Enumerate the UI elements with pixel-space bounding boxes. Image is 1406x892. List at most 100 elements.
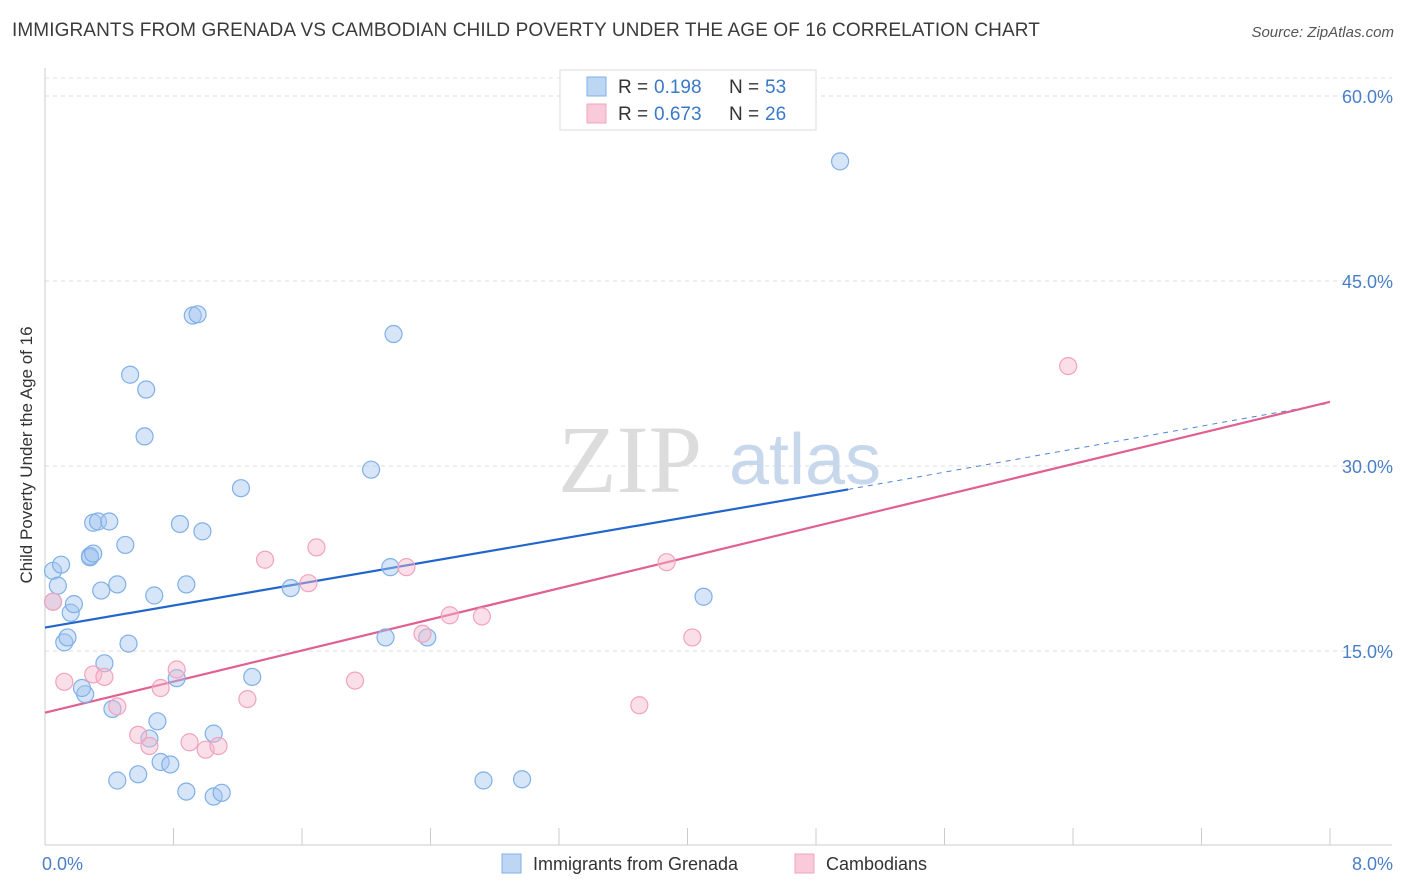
tick-labels: 15.0% 30.0% 45.0% 60.0% 0.0% 8.0% <box>42 87 1393 874</box>
point-grenada <box>64 595 84 614</box>
point-grenada <box>100 512 119 531</box>
point-cambodians <box>1059 357 1078 376</box>
point-grenada <box>281 578 300 598</box>
y-tick-label: 45.0% <box>1342 272 1393 292</box>
point-cambodians <box>43 592 63 611</box>
y-tick-label: 60.0% <box>1342 87 1393 107</box>
series-legend: Immigrants from Grenada Cambodians <box>501 853 927 874</box>
point-cambodians <box>238 689 257 709</box>
stats-r-value-2: 0.673 <box>654 104 702 125</box>
point-grenada <box>84 544 103 563</box>
point-grenada <box>193 522 212 541</box>
point-grenada <box>55 633 74 652</box>
point-grenada <box>58 628 77 647</box>
point-grenada <box>161 755 180 774</box>
y-tick-label: 30.0% <box>1342 457 1393 477</box>
point-grenada <box>148 712 167 731</box>
grid-lines <box>45 77 1392 652</box>
point-cambodians <box>95 667 114 687</box>
watermark-zip: ZIP <box>558 406 702 513</box>
point-grenada <box>135 427 154 446</box>
point-grenada <box>376 628 395 647</box>
point-cambodians <box>108 697 127 716</box>
point-cambodians <box>151 678 170 698</box>
point-grenada <box>384 324 403 344</box>
stats-n-label-2: N = <box>729 104 759 125</box>
point-grenada <box>72 678 92 698</box>
point-grenada <box>830 152 850 171</box>
point-grenada <box>103 699 122 719</box>
point-grenada <box>474 771 493 790</box>
legend-swatch-cambodians <box>794 853 815 874</box>
point-cambodians <box>307 538 326 557</box>
point-grenada <box>140 729 159 748</box>
stats-r-label-1: R = <box>618 77 648 98</box>
point-grenada <box>92 581 111 600</box>
zipatlas-watermark: ZIP atlas <box>558 406 881 513</box>
source-credit: Source: ZipAtlas.com <box>1251 24 1394 41</box>
point-grenada <box>137 380 156 399</box>
y-tick-label: 15.0% <box>1342 642 1393 662</box>
point-cambodians <box>630 696 649 715</box>
stats-swatch-grenada <box>586 76 607 97</box>
point-grenada <box>48 576 67 595</box>
point-cambodians <box>209 736 228 756</box>
point-grenada <box>361 460 381 479</box>
point-cambodians <box>299 574 318 593</box>
point-grenada <box>116 535 135 555</box>
trend-line-grenada <box>44 488 849 629</box>
stats-n-value-1: 53 <box>765 77 786 98</box>
point-grenada <box>108 771 127 790</box>
point-grenada <box>694 587 713 606</box>
point-grenada <box>145 586 164 605</box>
legend-label-cambodians: Cambodians <box>826 854 927 874</box>
point-cambodians <box>345 671 365 690</box>
stats-n-value-2: 26 <box>765 104 786 125</box>
point-cambodians <box>657 553 676 572</box>
point-cambodians <box>255 550 275 569</box>
trend-lines <box>44 400 1331 714</box>
data-points <box>43 152 1078 806</box>
point-grenada <box>95 654 114 673</box>
stats-n-label-1: N = <box>729 77 759 98</box>
trend-line-grenada-extension <box>848 402 1331 490</box>
point-grenada <box>177 782 196 801</box>
watermark-atlas: atlas <box>729 420 881 500</box>
point-cambodians <box>683 628 702 647</box>
point-cambodians <box>440 606 459 625</box>
point-grenada <box>129 765 148 784</box>
point-grenada <box>108 575 127 594</box>
point-cambodians <box>55 672 74 691</box>
axes <box>44 68 1392 846</box>
point-cambodians <box>167 660 186 679</box>
point-cambodians <box>180 733 199 752</box>
x-tick-label: 8.0% <box>1352 854 1393 874</box>
point-grenada <box>170 514 190 534</box>
chart-title: IMMIGRANTS FROM GRENADA VS CAMBODIAN CHI… <box>12 20 1040 41</box>
point-grenada <box>188 305 207 324</box>
point-grenada <box>51 555 71 574</box>
point-cambodians <box>84 665 103 684</box>
point-grenada <box>512 770 532 789</box>
point-grenada <box>381 558 400 577</box>
point-cambodians <box>413 624 432 643</box>
point-grenada <box>119 634 138 653</box>
stats-r-label-2: R = <box>618 104 648 125</box>
stats-r-value-1: 0.198 <box>654 77 702 98</box>
point-cambodians <box>472 607 491 626</box>
point-cambodians <box>140 736 159 756</box>
point-grenada <box>212 783 231 802</box>
legend-swatch-grenada <box>501 853 522 874</box>
stats-legend: R = 0.198 N = 53 R = 0.673 N = 26 <box>559 69 817 131</box>
point-cambodians <box>129 725 148 744</box>
trend-line-cambodians <box>44 400 1331 714</box>
point-grenada <box>231 479 251 498</box>
point-grenada <box>121 365 140 384</box>
x-tick-label: 0.0% <box>42 854 83 874</box>
point-grenada <box>177 575 196 594</box>
legend-label-grenada: Immigrants from Grenada <box>533 854 739 874</box>
stats-swatch-cambodians <box>586 103 607 124</box>
point-cambodians <box>397 558 416 577</box>
point-grenada <box>243 667 262 687</box>
